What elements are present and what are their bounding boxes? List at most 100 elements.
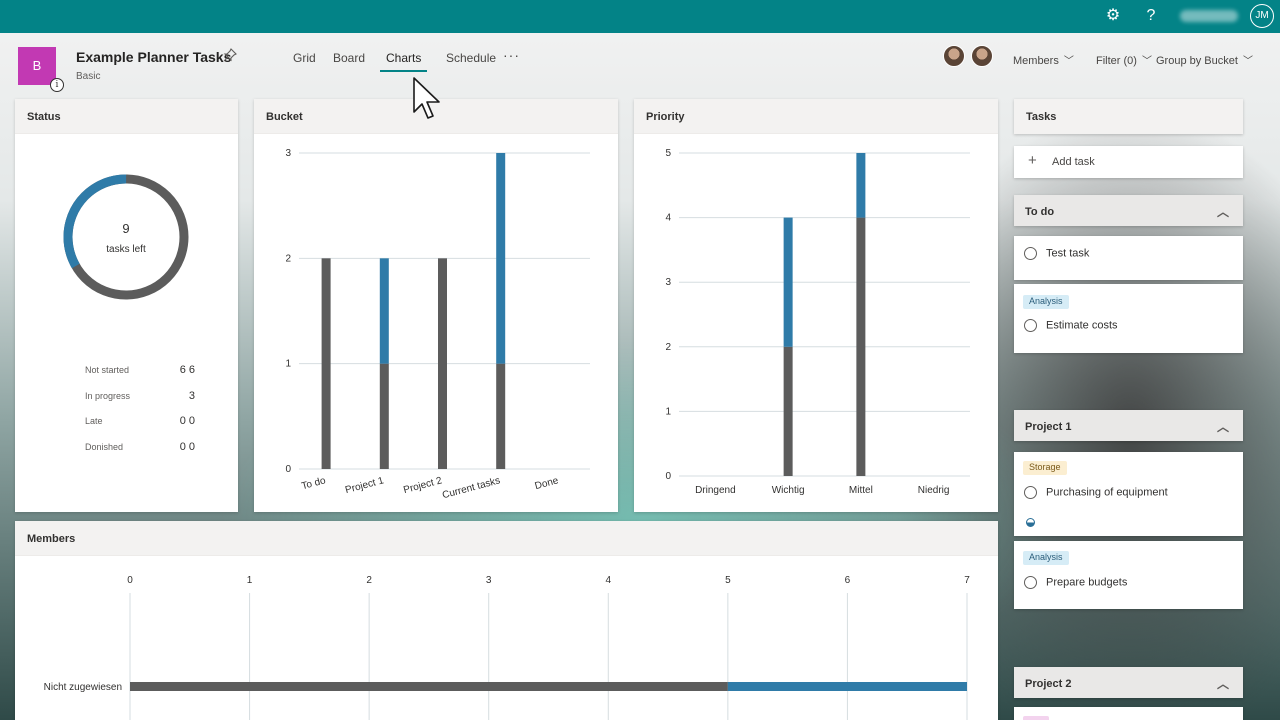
bar-segment — [783, 217, 793, 347]
x-tick-label: Project 1 — [344, 475, 385, 496]
question-icon[interactable]: ? — [1146, 7, 1156, 24]
chevron-down-icon: ﹀ — [1141, 56, 1152, 67]
bucket-group-project-1[interactable]: Project 1 ︿ — [1014, 410, 1243, 441]
task-title: Prepare budgets — [1046, 576, 1128, 589]
add-task-label: Add task — [1052, 156, 1095, 168]
bucket-card-title: Bucket — [254, 99, 618, 134]
x-tick-label: To do — [300, 475, 327, 492]
tab-grid[interactable]: Grid — [293, 51, 316, 65]
progress-in-progress-icon — [1026, 518, 1035, 527]
member-avatar[interactable] — [971, 45, 993, 67]
priority-chart: 0 1 2 3 4 5 Dringend Wichtig Mittel Niedrig — [665, 148, 970, 496]
members-chart: 0 1 2 3 4 5 6 7 Nicht zugewiesen — [44, 575, 970, 720]
bar-segment — [438, 258, 447, 469]
task-card[interactable]: Test task — [1014, 236, 1243, 280]
plan-subtitle: Basic — [76, 71, 101, 82]
filter-dropdown[interactable]: Filter (0) ﹀ — [1096, 52, 1152, 67]
chevron-up-icon[interactable]: ︿ — [1216, 205, 1229, 219]
more-icon[interactable]: ··· — [503, 47, 520, 63]
tab-schedule[interactable]: Schedule — [446, 51, 497, 65]
y-tick-label: 3 — [665, 277, 671, 288]
bucket-name: Project 2 — [1025, 678, 1072, 690]
complete-checkbox[interactable] — [1024, 247, 1037, 260]
avatar[interactable]: JM — [1250, 4, 1274, 28]
tasks-left-count: 9 — [122, 221, 129, 236]
y-tick-label: 0 — [665, 471, 671, 482]
legend-label: Not started — [85, 365, 130, 375]
legend-in-progress: In progress 3 — [85, 390, 195, 405]
chevron-down-icon: ﹀ — [1242, 56, 1253, 67]
x-tick-label: Mittel — [849, 485, 873, 496]
bucket-group-project-2[interactable]: Project 2 ︿ — [1014, 667, 1243, 698]
pin-icon[interactable] — [223, 48, 237, 65]
bar-segment — [379, 363, 389, 469]
add-task-button[interactable]: + Add task — [1014, 146, 1243, 178]
x-tick-label: Done — [534, 475, 560, 492]
y-tick-label: 1 — [285, 359, 291, 370]
members-dropdown[interactable]: Members ﹀ — [1013, 52, 1074, 67]
legend-value: 0 0 — [179, 441, 195, 453]
members-card-title: Members — [15, 521, 998, 556]
complete-checkbox[interactable] — [1024, 576, 1037, 589]
info-icon[interactable]: i — [50, 78, 64, 92]
bucket-name: To do — [1025, 206, 1055, 218]
label-tag: Storage — [1023, 461, 1067, 475]
complete-checkbox[interactable] — [1024, 486, 1037, 499]
x-tick-label: 6 — [845, 575, 851, 586]
task-title: Estimate costs — [1046, 319, 1118, 332]
members-card: Members 0 1 2 3 4 5 6 7 Nicht zugewiesen — [15, 521, 998, 720]
bar-segment — [321, 258, 331, 469]
complete-checkbox[interactable] — [1024, 319, 1037, 332]
legend-not-started: Not started 6 6 — [85, 364, 195, 379]
member-avatar[interactable] — [943, 45, 965, 67]
task-title: Test task — [1046, 247, 1090, 260]
plan-logo: B — [18, 47, 56, 85]
bar-segment — [496, 363, 506, 469]
tab-charts[interactable]: Charts — [386, 51, 422, 65]
gear-icon[interactable]: ⚙ — [1105, 7, 1121, 24]
x-tick-label: Current tasks — [441, 475, 501, 501]
x-tick-label: 0 — [127, 575, 133, 586]
bar-segment — [856, 153, 866, 218]
x-tick-label: 7 — [964, 575, 970, 586]
user-name-blurred — [1180, 10, 1238, 22]
priority-card-title: Priority — [634, 99, 998, 134]
x-tick-label: Dringend — [695, 485, 736, 496]
tab-board[interactable]: Board — [333, 51, 366, 65]
task-card[interactable]: Analysis Prepare budgets — [1014, 541, 1243, 609]
mouse-cursor-icon — [413, 77, 440, 119]
y-tick-label: 1 — [665, 406, 671, 417]
label-tag — [1023, 716, 1049, 720]
tasks-left-label: tasks left — [106, 244, 146, 255]
y-tick-label: Nicht zugewiesen — [44, 682, 122, 693]
x-tick-label: 1 — [247, 575, 253, 586]
legend-finished: Donished 0 0 — [85, 441, 195, 456]
chevron-up-icon[interactable]: ︿ — [1216, 677, 1229, 691]
y-tick-label: 5 — [665, 148, 671, 159]
priority-card: Priority 0 1 2 3 4 5 Dringend Wichtig Mittel Nied… — [634, 99, 998, 512]
y-tick-label: 2 — [285, 253, 291, 264]
bucket-name: Project 1 — [1025, 421, 1072, 433]
x-tick-label: 5 — [725, 575, 731, 586]
chevron-down-icon: ﹀ — [1063, 56, 1074, 67]
y-tick-label: 2 — [665, 342, 671, 353]
bar-segment — [856, 217, 866, 476]
x-tick-label: Niedrig — [918, 485, 950, 496]
group-by-dropdown[interactable]: Group by Bucket ﹀ — [1156, 52, 1253, 67]
tasks-panel-title: Tasks — [1014, 99, 1243, 134]
legend-label: Donished — [85, 442, 124, 452]
chevron-up-icon[interactable]: ︿ — [1216, 420, 1229, 434]
active-tab-indicator — [380, 70, 427, 72]
bucket-group-to-do[interactable]: To do ︿ — [1014, 195, 1243, 226]
y-tick-label: 3 — [285, 148, 291, 159]
plan-title: Example Planner Tasks — [76, 49, 232, 65]
legend-label: In progress — [85, 391, 131, 401]
y-tick-label: 4 — [665, 213, 671, 224]
task-card[interactable] — [1014, 707, 1243, 720]
bar-segment — [379, 258, 389, 364]
bucket-card: Bucket 0 1 2 3 To do Project 1 Project 2 Curren… — [254, 99, 618, 512]
task-card[interactable]: Analysis Estimate costs — [1014, 284, 1243, 353]
status-card-title: Status — [15, 99, 238, 134]
task-card[interactable]: Storage Purchasing of equipment — [1014, 452, 1243, 536]
